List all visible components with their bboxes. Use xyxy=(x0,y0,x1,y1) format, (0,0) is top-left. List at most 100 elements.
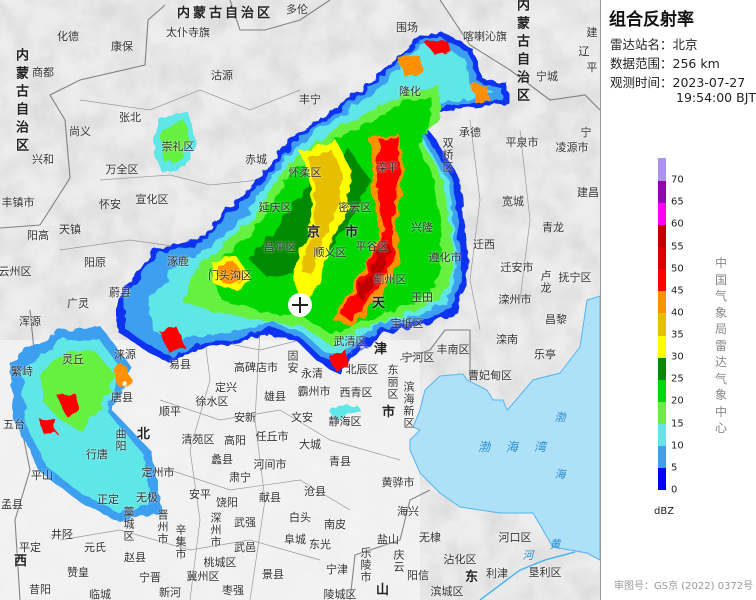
organization-label: 中国气象局雷达气象中心 xyxy=(714,256,727,435)
place-label: 滦平 xyxy=(376,161,398,174)
place-label: 隆化 xyxy=(399,85,421,98)
range-row: 数据范围：256 km xyxy=(610,53,720,72)
legend-tick-label: 20 xyxy=(671,395,684,407)
place-label: 唐县 xyxy=(111,391,133,404)
place-label: 垦利区 xyxy=(528,566,562,579)
place-label: 孟县 xyxy=(1,498,23,511)
legend-tick-label: 50 xyxy=(671,263,684,275)
legend-tick-label: 25 xyxy=(671,373,684,385)
legend-tick-label: 0 xyxy=(671,484,678,496)
place-label: 涿鹿 xyxy=(167,255,189,268)
place-label: 昌黎 xyxy=(545,313,567,326)
legend-unit: dBZ xyxy=(654,506,675,517)
place-label: 滦州市 xyxy=(498,293,532,306)
place-label: 京 xyxy=(306,225,324,240)
place-label: 易县 xyxy=(169,358,191,371)
place-label: 景县 xyxy=(262,568,284,581)
place-label: 定州市 xyxy=(141,466,175,479)
legend-band xyxy=(658,401,666,425)
place-label: 顺平 xyxy=(159,405,181,418)
place-label: 内蒙古自治区 xyxy=(176,6,274,21)
map-canvas xyxy=(0,0,600,600)
place-label: 宣化区 xyxy=(135,193,169,206)
place-label: 昌平区 xyxy=(263,241,297,254)
place-label: 蓟州区 xyxy=(373,273,407,286)
bohai-sea xyxy=(409,295,600,561)
place-label: 桃城区 xyxy=(203,556,237,569)
place-label: 北 xyxy=(136,427,154,442)
place-label: 临城 xyxy=(89,588,111,600)
place-label: 西 xyxy=(13,554,31,569)
place-label: 安平 xyxy=(189,488,211,501)
echo-sw-green xyxy=(40,350,116,430)
legend-band xyxy=(658,290,666,314)
radar-site-marker xyxy=(288,293,312,317)
place-label: 建 xyxy=(586,26,598,39)
legend-band xyxy=(658,246,666,270)
place-label: 肃宁 xyxy=(229,471,251,484)
place-label: 广灵 xyxy=(67,297,89,310)
place-label: 市 xyxy=(381,405,399,420)
place-label: 渤海湾 xyxy=(477,440,563,454)
date-value: 2023-07-27 xyxy=(672,75,746,90)
time-row: 观测时间：2023-07-27 xyxy=(610,72,745,91)
place-label: 密云区 xyxy=(338,201,372,214)
place-label: 宝坻区 xyxy=(390,317,424,330)
place-label: 怀安 xyxy=(99,198,121,211)
place-label: 赵县 xyxy=(124,551,146,564)
place-label: 涞源 xyxy=(114,348,136,361)
place-label: 行唐 xyxy=(86,448,108,461)
place-label: 霸州市 xyxy=(297,385,331,398)
place-label: 平山 xyxy=(31,469,53,482)
place-label: 张北 xyxy=(119,111,141,124)
place-label: 徐水区 xyxy=(195,395,229,408)
place-label: 河间市 xyxy=(253,458,287,471)
place-label: 宁 xyxy=(580,126,592,139)
color-legend-bar xyxy=(658,158,666,491)
place-label: 迁西 xyxy=(473,238,495,251)
station-label: 雷达站名： xyxy=(610,37,673,52)
place-label: 宁城 xyxy=(536,70,558,83)
place-label: 沾化区 xyxy=(443,553,477,566)
legend-band xyxy=(658,158,666,181)
place-label: 深州市 xyxy=(209,512,222,548)
place-label: 津 xyxy=(373,342,391,357)
echo-north-red xyxy=(424,40,452,56)
place-label: 青龙 xyxy=(542,221,564,234)
radar-map[interactable]: 内蒙古自治区 多伦 内蒙古自治区 化德 康保 太仆寺旗 商都 沽源 尚义 张北 兴和 崇礼区 万全区 赤城… xyxy=(0,0,600,600)
place-label: 黄 xyxy=(549,538,561,551)
place-label: 雄县 xyxy=(264,390,286,403)
place-label: 西青区 xyxy=(339,386,373,399)
place-label: 高阳 xyxy=(224,434,246,447)
station-row: 雷达站名：北京 xyxy=(610,34,698,53)
legend-band xyxy=(658,335,666,358)
time-value: 19:54:00 BJT xyxy=(676,90,756,105)
place-label: 宽城 xyxy=(502,195,524,208)
place-label: 凌源市 xyxy=(555,141,589,154)
place-label: 太仆寺旗 xyxy=(166,26,210,39)
place-label: 元氏 xyxy=(84,541,106,554)
echo-sw-red-1 xyxy=(112,364,132,388)
place-label: 天镇 xyxy=(59,223,81,236)
legend-tick-label: 55 xyxy=(671,241,684,253)
place-label: 清苑区 xyxy=(181,433,215,446)
legend-band xyxy=(658,180,666,203)
place-label: 怀柔区 xyxy=(288,166,322,179)
place-label: 内蒙古自治区 xyxy=(13,48,28,156)
place-label: 丰南区 xyxy=(436,343,470,356)
place-label: 阳信 xyxy=(407,569,429,582)
range-label: 数据范围： xyxy=(610,56,673,71)
echo-fengning-orange xyxy=(398,56,424,76)
legend-tick-label: 40 xyxy=(671,307,684,319)
echo-sw-red-2 xyxy=(58,392,80,416)
place-label: 赞皇 xyxy=(67,566,89,579)
place-label: 任丘市 xyxy=(255,430,289,443)
place-label: 迁安市 xyxy=(500,261,534,274)
place-label: 平 xyxy=(586,61,598,74)
place-label: 献县 xyxy=(259,491,281,504)
place-label: 市 xyxy=(344,225,362,240)
place-label: 顺义区 xyxy=(313,246,347,259)
legend-tick-label: 35 xyxy=(671,329,684,341)
place-label: 永清 xyxy=(301,367,323,380)
place-label: 门头沟区 xyxy=(208,269,252,282)
